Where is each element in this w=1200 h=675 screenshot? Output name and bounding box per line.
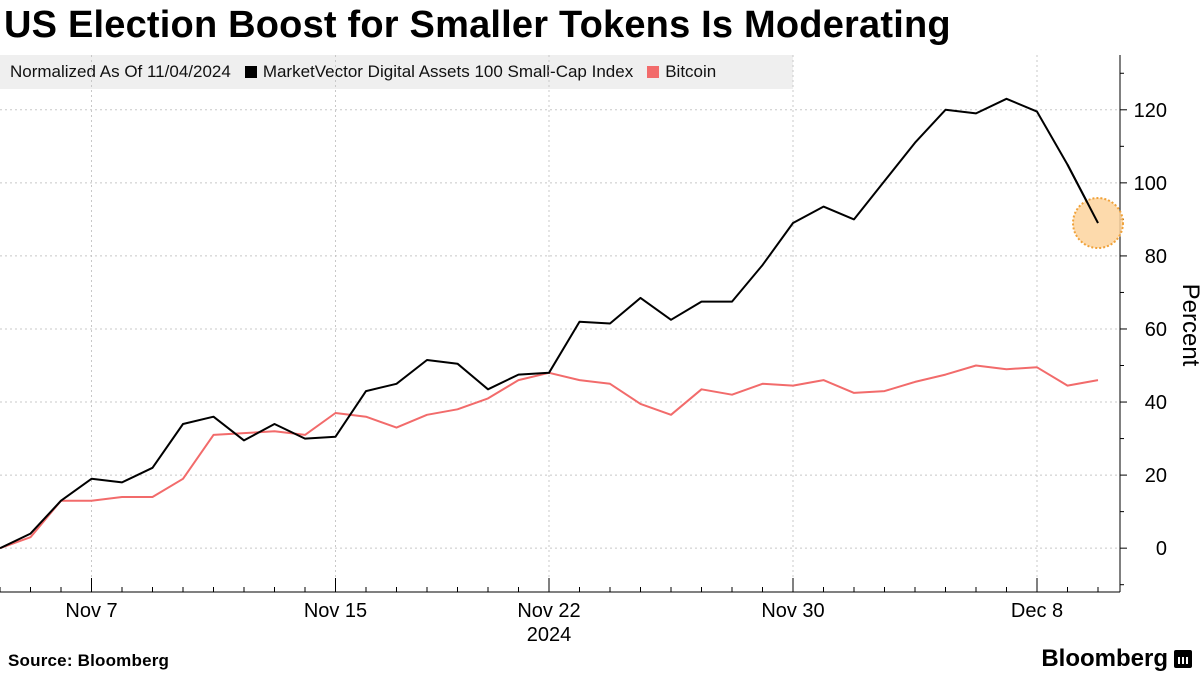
y-tick-label: 120 xyxy=(1134,100,1167,122)
source-note: Source: Bloomberg xyxy=(8,651,169,671)
x-tick-label: Nov 30 xyxy=(761,600,824,622)
x-tick-label: Nov 22 xyxy=(517,600,580,622)
x-tick-label: Nov 7 xyxy=(65,600,117,622)
y-tick-label: 100 xyxy=(1134,173,1167,195)
x-year-label: 2024 xyxy=(527,624,572,646)
x-tick-label: Dec 8 xyxy=(1011,600,1063,622)
bloomberg-logo: Bloomberg xyxy=(1041,645,1192,673)
brand-text: Bloomberg xyxy=(1041,645,1168,673)
y-axis-label: Percent xyxy=(1177,284,1200,367)
y-tick-label: 60 xyxy=(1145,319,1167,341)
bar-chart-icon xyxy=(1174,650,1192,668)
x-tick-label: Nov 15 xyxy=(304,600,367,622)
y-tick-label: 0 xyxy=(1156,538,1167,560)
y-tick-label: 40 xyxy=(1145,392,1167,414)
y-tick-label: 20 xyxy=(1145,465,1167,487)
y-tick-label: 80 xyxy=(1145,246,1167,268)
